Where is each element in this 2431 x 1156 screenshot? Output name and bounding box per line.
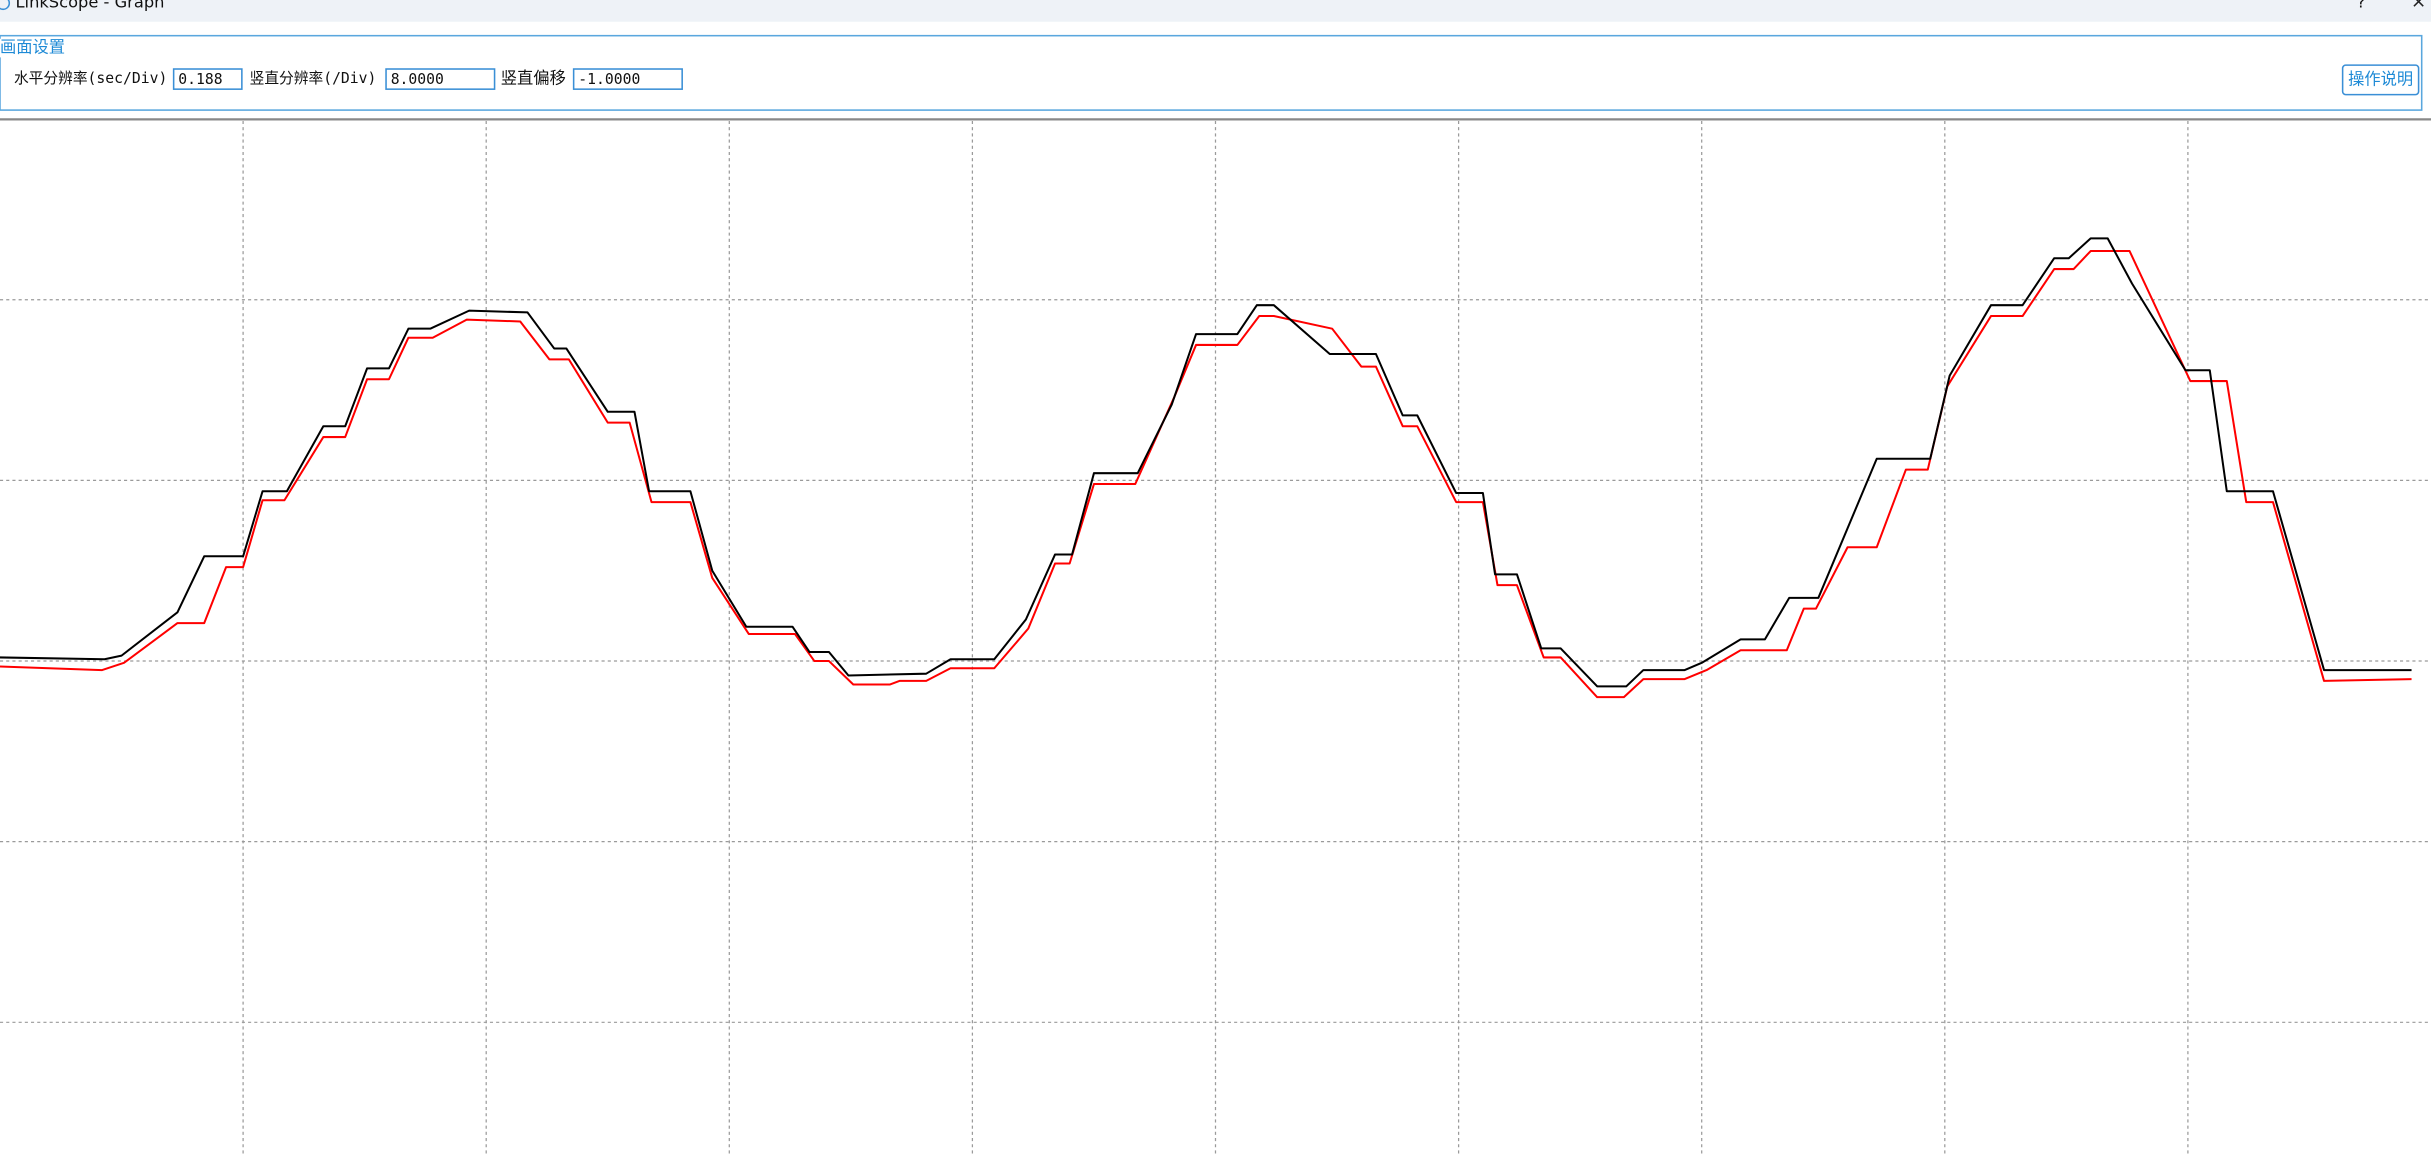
help-button[interactable] bbox=[2341, 64, 2420, 96]
app-icon bbox=[0, 0, 11, 11]
plot-area bbox=[0, 120, 2431, 1156]
v-offset-value[interactable]: -1.0000 bbox=[578, 71, 640, 88]
help-button-label[interactable]: 操作说明 bbox=[2348, 69, 2413, 88]
v-res-value[interactable]: 8.0000 bbox=[391, 71, 444, 88]
trace bbox=[0, 237, 2412, 688]
v-res-input[interactable] bbox=[385, 68, 496, 90]
trace bbox=[0, 249, 2412, 699]
window-title: LinkScope - Graph bbox=[16, 0, 165, 12]
h-res-value[interactable]: 0.188 bbox=[178, 71, 222, 88]
group-label-bg bbox=[0, 38, 69, 58]
v-offset-input[interactable] bbox=[572, 68, 683, 90]
v-res-label: 竖直分辨率(/Div) bbox=[250, 70, 377, 87]
close-icon[interactable] bbox=[2413, 0, 2424, 7]
help-icon[interactable]: ? bbox=[2357, 0, 2366, 12]
v-offset-label: 竖直偏移 bbox=[501, 69, 566, 88]
h-res-input[interactable] bbox=[172, 68, 243, 90]
group-label: 画面设置 bbox=[0, 38, 65, 57]
title-bar bbox=[0, 0, 2431, 22]
h-res-label: 水平分辨率(sec/Div) bbox=[14, 70, 167, 87]
